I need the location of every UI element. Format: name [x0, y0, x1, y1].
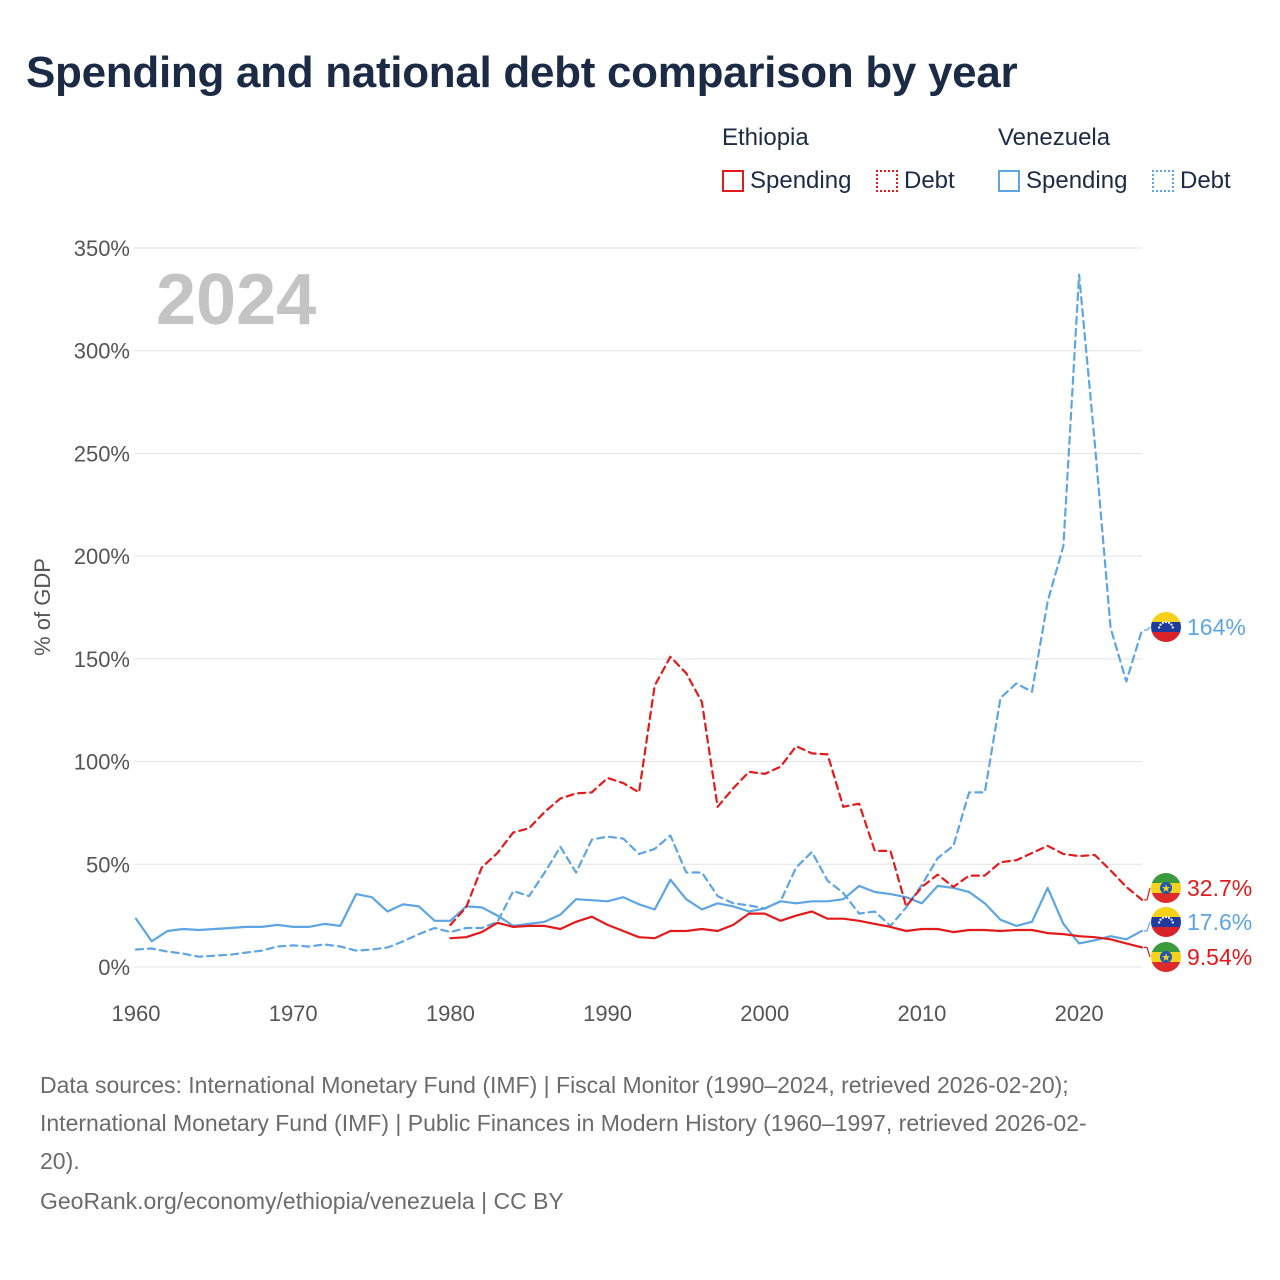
legend-ethiopia-debt[interactable]: Debt [876, 166, 955, 196]
legend-swatch-solid [998, 170, 1020, 192]
venezuela-star [1159, 623, 1162, 626]
legend-group-ethiopia: Ethiopia [722, 124, 809, 151]
venezuela-star [1161, 621, 1165, 624]
gridlines [134, 247, 1142, 968]
legend-label: Debt [904, 167, 955, 194]
end-label-connector [1144, 887, 1151, 901]
legend-label: Spending [1026, 167, 1128, 194]
series-line-ethiopia-spending[interactable] [449, 910, 1144, 949]
footer-credit[interactable]: GeoRank.org/economy/ethiopia/venezuela |… [40, 1188, 564, 1214]
y-tick-label: 50% [86, 852, 130, 877]
legend-swatch-dotted [876, 170, 898, 192]
y-tick-label: 150% [74, 647, 130, 672]
x-tick-label: 1970 [269, 1001, 318, 1026]
y-axis-label: % of GDP [30, 558, 55, 656]
venezuela-star [1171, 626, 1174, 629]
venezuela-star [1167, 916, 1171, 919]
x-axis-ticks: 1960 1970 1980 1990 2000 2010 2020 [112, 1001, 1104, 1026]
y-tick-label: 300% [74, 339, 130, 364]
end-value-label: 17.6% [1187, 909, 1252, 935]
venezuela-flag-icon [1151, 907, 1181, 937]
ethiopia-star-icon: ★ [1161, 883, 1171, 895]
x-tick-label: 1990 [583, 1001, 632, 1026]
legend-venezuela-debt[interactable]: Debt [1152, 166, 1231, 196]
y-tick-label: 250% [74, 441, 130, 466]
y-axis-ticks: 0% 50% 100% 150% 200% 250% 300% 350% [74, 236, 130, 980]
venezuela-star [1158, 626, 1161, 629]
venezuela-star [1167, 621, 1171, 624]
series-line-venezuela-spending[interactable] [134, 878, 1144, 945]
end-value-label: 164% [1187, 614, 1246, 640]
end-label-connector [1144, 946, 1151, 958]
venezuela-star [1158, 921, 1161, 924]
end-value-label: 32.7% [1187, 875, 1252, 901]
legend-swatch-solid [722, 170, 744, 192]
x-tick-label: 1960 [112, 1001, 161, 1026]
y-tick-label: 100% [74, 750, 130, 775]
legend-ethiopia-spending[interactable]: Spending [722, 166, 851, 196]
ethiopia-emblem [1160, 951, 1172, 963]
ethiopia-star-icon: ★ [1161, 952, 1171, 964]
y-tick-label: 200% [74, 544, 130, 569]
end-labels: 164% ★ 32.7% 17.6% ★ 9.54% [1144, 612, 1252, 972]
end-label-connector [1144, 921, 1151, 932]
legend-label: Spending [750, 167, 852, 194]
venezuela-star [1171, 921, 1174, 924]
x-tick-label: 2000 [740, 1001, 789, 1026]
legend-label: Debt [1180, 167, 1231, 194]
venezuela-star [1164, 915, 1168, 919]
venezuela-star [1164, 620, 1168, 624]
chart-title: Spending and national debt comparison by… [26, 48, 1018, 97]
legend-venezuela-spending[interactable]: Spending [998, 166, 1127, 196]
venezuela-star [1161, 916, 1165, 919]
end-value-label: 9.54% [1187, 944, 1252, 970]
y-tick-label: 350% [74, 236, 130, 261]
ethiopia-emblem [1160, 882, 1172, 894]
end-label-connector [1144, 626, 1151, 631]
legend-swatch-dotted [1152, 170, 1174, 192]
x-tick-label: 2020 [1055, 1001, 1104, 1026]
venezuela-star [1170, 623, 1173, 626]
y-tick-label: 0% [98, 955, 130, 980]
footer-sources-line2: International Monetary Fund (IMF) | Publ… [40, 1110, 1087, 1136]
venezuela-star [1159, 918, 1162, 921]
venezuela-flag-icon [1151, 612, 1181, 642]
venezuela-star [1170, 918, 1173, 921]
series-line-ethiopia-debt[interactable] [449, 655, 1144, 926]
footer-sources-line3: 20). [40, 1148, 80, 1174]
series-line-venezuela-debt[interactable] [134, 273, 1144, 958]
line-chart: 2024 0%50%100%150%200%250%300%350% 1960 1… [30, 236, 1252, 1026]
series-lines [134, 273, 1144, 958]
legend-group-venezuela: Venezuela [998, 124, 1111, 151]
year-watermark: 2024 [156, 260, 316, 340]
footer-sources-line1: Data sources: International Monetary Fun… [40, 1072, 1069, 1098]
x-tick-label: 1980 [426, 1001, 475, 1026]
x-tick-label: 2010 [897, 1001, 946, 1026]
